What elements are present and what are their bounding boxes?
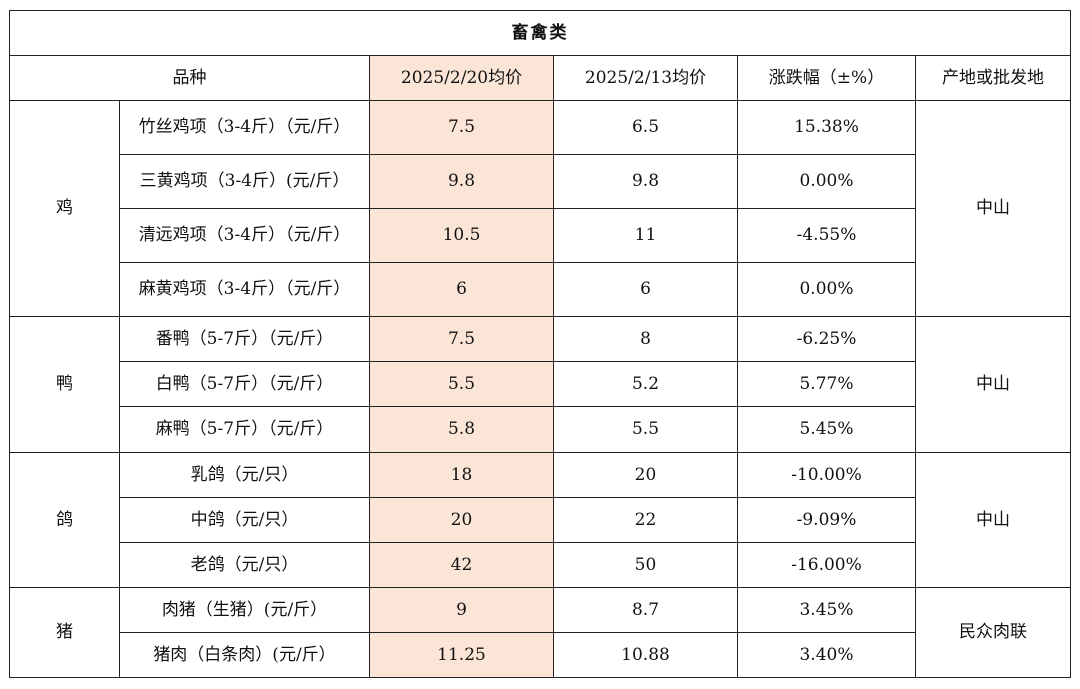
- price-previous-cell: 8.7: [553, 587, 738, 633]
- table-row: 三黄鸡项（3-4斤）(元/斤） 9.8 9.8 0.00%: [10, 154, 1071, 209]
- table-row: 麻鸭（5-7斤）（元/斤） 5.8 5.5 5.45%: [10, 406, 1071, 453]
- change-cell: 5.77%: [737, 361, 916, 407]
- item-name-cell: 猪肉（白条肉）(元/斤）: [119, 632, 370, 678]
- price-current-cell: 5.8: [369, 406, 554, 453]
- change-cell: 0.00%: [737, 262, 916, 317]
- table-body: 畜禽类 品种 2025/2/20均价 2025/2/13均价 涨跌幅（±%） 产…: [8, 10, 1072, 678]
- change-cell: -4.55%: [737, 208, 916, 263]
- price-current-cell: 9: [369, 587, 554, 633]
- price-table: 畜禽类 品种 2025/2/20均价 2025/2/13均价 涨跌幅（±%） 产…: [8, 10, 1072, 678]
- price-previous-cell: 5.5: [553, 406, 738, 453]
- price-previous-cell: 9.8: [553, 154, 738, 209]
- change-cell: 0.00%: [737, 154, 916, 209]
- item-name-cell: 中鸽（元/只）: [119, 497, 370, 543]
- header-variety: 品种: [9, 55, 370, 101]
- table-row: 白鸭（5-7斤）（元/斤） 5.5 5.2 5.77%: [10, 361, 1071, 407]
- change-cell: 3.45%: [737, 587, 916, 633]
- origin-cell: 中山: [914, 452, 1072, 588]
- category-cell: 鸡: [9, 100, 120, 317]
- price-previous-cell: 6: [553, 262, 738, 317]
- change-cell: -16.00%: [737, 542, 916, 588]
- table-row: 鸽乳鸽（元/只） 18 20 -10.00% 中山: [9, 452, 1072, 588]
- price-current-cell: 10.5: [369, 208, 554, 263]
- table-row: 猪肉（白条肉）(元/斤） 11.25 10.88 3.40%: [10, 632, 1071, 678]
- price-previous-cell: 5.2: [553, 361, 738, 407]
- price-previous-cell: 20: [553, 452, 738, 498]
- change-cell: -10.00%: [737, 452, 916, 498]
- change-cell: 15.38%: [737, 100, 916, 155]
- price-current-cell: 6: [369, 262, 554, 317]
- item-name-cell: 番鸭（5-7斤）（元/斤）: [119, 316, 370, 362]
- change-cell: 3.40%: [737, 632, 916, 678]
- change-cell: -6.25%: [737, 316, 916, 362]
- table-row: 鸭番鸭（5-7斤）（元/斤） 7.5 8 -6.25% 中山: [9, 316, 1072, 453]
- item-name-cell: 肉猪（生猪）(元/斤）: [119, 587, 370, 633]
- item-name-cell: 白鸭（5-7斤）（元/斤）: [119, 361, 370, 407]
- category-cell: 猪: [9, 587, 120, 678]
- table-title: 畜禽类: [8, 10, 1072, 56]
- price-previous-cell: 50: [553, 542, 738, 588]
- header-price-current: 2025/2/20均价: [369, 55, 554, 101]
- price-previous-cell: 10.88: [553, 632, 738, 678]
- header-change: 涨跌幅（±%）: [737, 55, 916, 101]
- table-row: 猪肉猪（生猪）(元/斤） 9 8.7 3.45% 民众肉联: [9, 587, 1072, 678]
- price-current-cell: 5.5: [369, 361, 554, 407]
- header-price-previous: 2025/2/13均价: [553, 55, 738, 101]
- item-name-cell: 清远鸡项（3-4斤）（元/斤）: [119, 208, 370, 263]
- change-cell: -9.09%: [737, 497, 916, 543]
- origin-cell: 中山: [914, 316, 1072, 453]
- price-current-cell: 7.5: [369, 316, 554, 362]
- table-row: 老鸽（元/只） 42 50 -16.00%: [10, 542, 1071, 588]
- price-previous-cell: 11: [553, 208, 738, 263]
- category-cell: 鸭: [9, 316, 120, 453]
- price-current-cell: 20: [369, 497, 554, 543]
- price-previous-cell: 6.5: [553, 100, 738, 155]
- item-name-cell: 麻黄鸡项（3-4斤）（元/斤）: [119, 262, 370, 317]
- price-current-cell: 18: [369, 452, 554, 498]
- header-row: 品种 2025/2/20均价 2025/2/13均价 涨跌幅（±%） 产地或批发…: [9, 55, 1072, 101]
- table-row: 中鸽（元/只） 20 22 -9.09%: [10, 497, 1071, 543]
- header-origin: 产地或批发地: [914, 55, 1072, 101]
- origin-cell: 中山: [914, 100, 1072, 317]
- price-current-cell: 9.8: [369, 154, 554, 209]
- origin-cell: 民众肉联: [914, 587, 1072, 678]
- item-name-cell: 老鸽（元/只）: [119, 542, 370, 588]
- table-row: 鸡竹丝鸡项（3-4斤）（元/斤） 7.5 6.5 15.38% 中山: [9, 100, 1072, 317]
- item-name-cell: 乳鸽（元/只）: [119, 452, 370, 498]
- item-name-cell: 麻鸭（5-7斤）（元/斤）: [119, 406, 370, 453]
- table-row: 麻黄鸡项（3-4斤）（元/斤） 6 6 0.00%: [10, 262, 1071, 317]
- price-current-cell: 11.25: [369, 632, 554, 678]
- table-row: 清远鸡项（3-4斤）（元/斤） 10.5 11 -4.55%: [10, 208, 1071, 263]
- price-current-cell: 42: [369, 542, 554, 588]
- price-previous-cell: 8: [553, 316, 738, 362]
- price-previous-cell: 22: [553, 497, 738, 543]
- item-name-cell: 三黄鸡项（3-4斤）(元/斤）: [119, 154, 370, 209]
- price-current-cell: 7.5: [369, 100, 554, 155]
- item-name-cell: 竹丝鸡项（3-4斤）（元/斤）: [119, 100, 370, 155]
- title-row: 畜禽类: [8, 10, 1072, 56]
- change-cell: 5.45%: [737, 406, 916, 453]
- category-cell: 鸽: [9, 452, 120, 588]
